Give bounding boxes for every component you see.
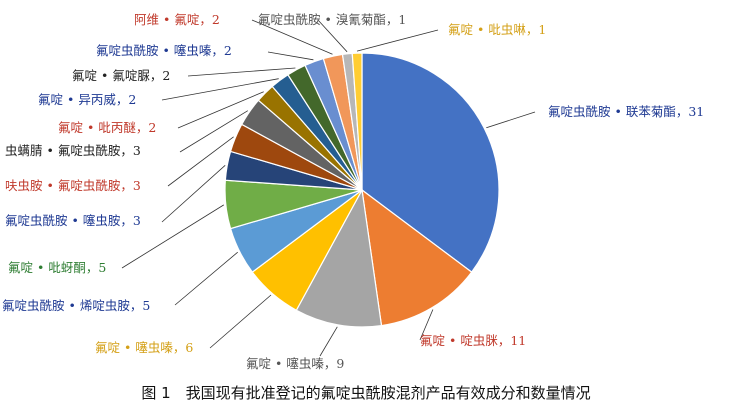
- leader-line: [121, 204, 225, 269]
- leader-line: [317, 19, 348, 53]
- leader-line: [161, 78, 279, 101]
- pie-slice: [361, 52, 500, 273]
- leader-line: [174, 251, 238, 306]
- leader-line: [267, 51, 314, 61]
- pie-slices: [224, 52, 500, 328]
- slice-label: 氟啶 • 啶虫脒，11: [420, 333, 526, 348]
- slice-label: 氟啶虫酰胺 • 噻虫嗪，2: [96, 43, 232, 58]
- slice-label: 氟啶 • 吡丙醚，2: [58, 120, 156, 135]
- slice-label: 氟啶 • 氟啶脲，2: [72, 68, 170, 83]
- leader-line: [356, 29, 439, 52]
- slice-label: 氟啶虫酰胺 • 噻虫胺，3: [5, 213, 141, 228]
- leader-line: [161, 165, 226, 223]
- leader-line: [209, 294, 272, 349]
- leader-line: [251, 19, 333, 55]
- slice-label: 氟啶虫酰胺 • 溴氰菊酯，1: [258, 12, 406, 27]
- slice-label: 呋虫胺 • 氟啶虫酰胺，3: [5, 178, 141, 193]
- slice-label: 氟啶 • 噻虫嗪，9: [246, 356, 344, 371]
- leader-line: [419, 309, 434, 341]
- leader-line: [187, 67, 296, 77]
- figure-caption: 图 1 我国现有批准登记的氟啶虫酰胺混剂产品有效成分和数量情况: [141, 384, 591, 402]
- leader-lines: [121, 19, 536, 357]
- slice-label: 虫螨腈 • 氟啶虫酰胺，3: [5, 143, 141, 158]
- slice-label: 氟啶 • 吡虫啉，1: [448, 22, 546, 37]
- slice-label: 氟啶虫酰胺 • 烯啶虫胺，5: [2, 298, 150, 313]
- pie-slice: [295, 188, 383, 328]
- slice-label: 氟啶 • 噻虫嗪，6: [95, 340, 193, 355]
- slice-label: 氟啶 • 异丙威，2: [38, 92, 136, 107]
- slice-labels: 氟啶虫酰胺 • 联苯菊酯，31 氟啶 • 啶虫脒，11 氟啶 • 噻虫嗪，9 氟啶 •…: [2, 12, 704, 371]
- leader-line: [177, 91, 264, 129]
- slice-label: 氟啶虫酰胺 • 联苯菊酯，31: [548, 104, 704, 119]
- leader-line: [486, 111, 536, 129]
- slice-label: 阿维 • 氟啶，2: [134, 12, 220, 27]
- slice-label: 氟啶 • 吡蚜酮，5: [8, 260, 106, 275]
- pie-slice: [351, 52, 363, 191]
- leader-line: [167, 136, 234, 187]
- leader-line: [319, 326, 338, 357]
- leader-line: [179, 110, 249, 153]
- pie-slice: [361, 188, 473, 327]
